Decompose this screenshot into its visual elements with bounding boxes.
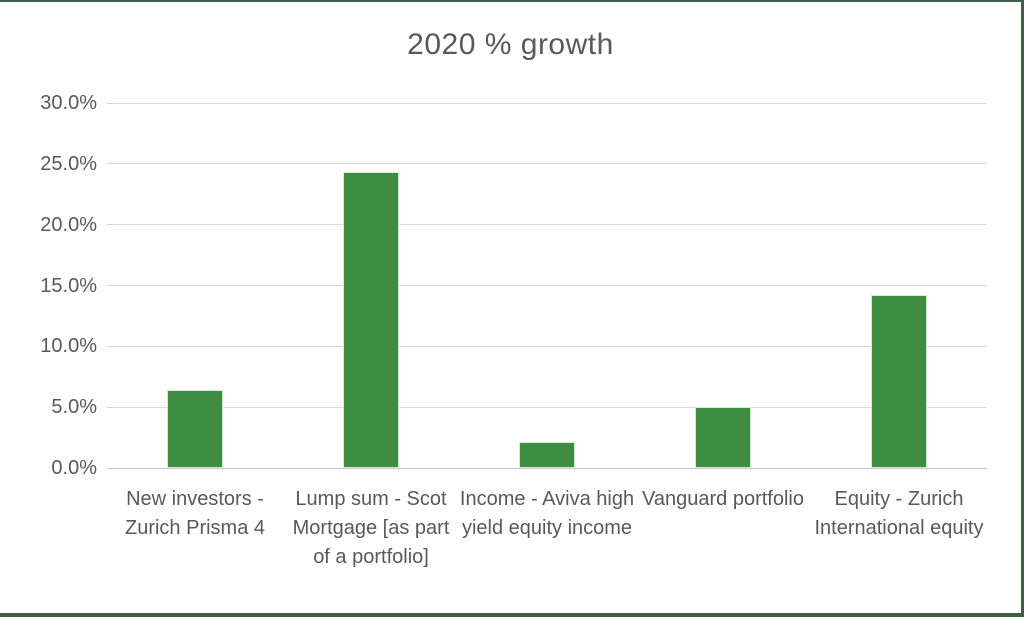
y-tick-label: 10.0% [40,335,97,358]
gridline [107,224,987,226]
y-axis: 0.0% 5.0% 10.0% 15.0% 20.0% 25.0% 30.0% [0,92,97,479]
x-axis: New investors - Zurich Prisma 4 Lump sum … [107,485,987,610]
bar-1 [167,390,223,468]
gridline [107,163,987,165]
bar-5 [871,295,927,468]
gridline [107,406,987,408]
y-tick-label: 20.0% [40,213,97,236]
x-axis-label-2: Lump sum - Scot Mortgage [as part of a p… [292,488,450,568]
bar-4 [695,407,751,468]
x-axis-label-4: Vanguard portfolio [642,488,804,510]
y-tick-label: 15.0% [40,274,97,297]
y-tick-label: 30.0% [40,92,97,114]
y-tick-label: 25.0% [40,152,97,175]
x-axis-label-3: Income - Aviva high yield equity income [459,488,635,539]
gridline [107,345,987,347]
x-axis-line [107,467,987,469]
y-tick-label: 0.0% [51,457,97,479]
gridline [107,285,987,286]
plot-area [107,102,987,469]
gridline [107,102,987,104]
x-axis-label-5: Equity - Zurich International equity [814,488,984,539]
x-axis-label-1: New investors - Zurich Prisma 4 [124,488,266,539]
y-tick-label: 5.0% [51,396,97,419]
bar-3 [519,442,575,468]
bar-2 [343,172,399,468]
chart-title: 2020 % growth [407,28,614,61]
